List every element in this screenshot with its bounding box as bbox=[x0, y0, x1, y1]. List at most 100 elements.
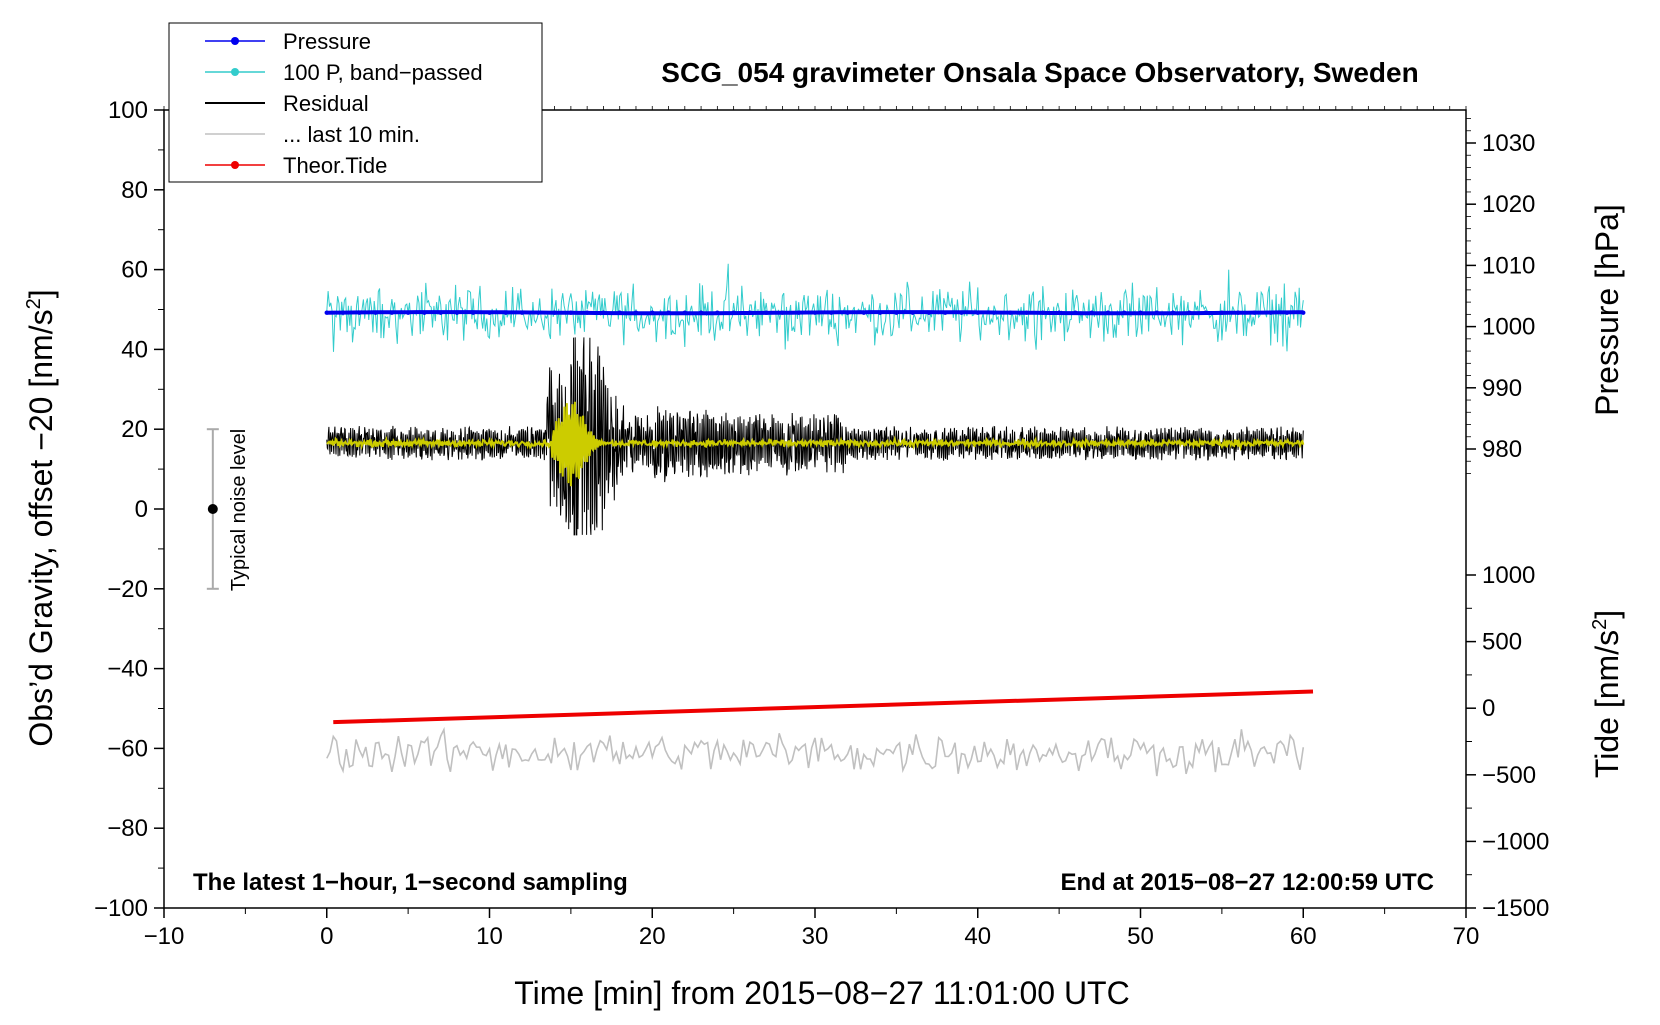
series-pressure-point bbox=[552, 310, 557, 315]
series-pressure-point bbox=[666, 310, 671, 315]
pressure-tick-label: 980 bbox=[1482, 436, 1522, 463]
x-tick-label: −10 bbox=[144, 923, 185, 950]
series-pressure-point bbox=[747, 310, 753, 315]
x-tick-label: 60 bbox=[1290, 923, 1317, 950]
series-pressure-point bbox=[519, 310, 525, 315]
series-pressure-point bbox=[1301, 310, 1306, 315]
series-pressure-point bbox=[959, 310, 964, 315]
series-pressure-point bbox=[1138, 310, 1143, 315]
series-pressure-point bbox=[1024, 310, 1029, 315]
note-end-time: End at 2015−08−27 12:00:59 UTC bbox=[1060, 869, 1434, 896]
noise-marker: Typical noise level bbox=[206, 428, 250, 591]
series-pressure-point bbox=[731, 310, 736, 315]
series-pressure-point bbox=[943, 310, 948, 315]
series-pressure-point bbox=[715, 310, 720, 315]
pressure-tick-label: 1010 bbox=[1482, 252, 1535, 279]
series-pressure-point bbox=[829, 310, 834, 315]
series-pressure-point bbox=[1056, 310, 1062, 315]
series-pressure-point bbox=[536, 310, 541, 315]
series-pressure-point bbox=[617, 310, 622, 315]
y-left-tick-label: −100 bbox=[94, 895, 148, 922]
tide-tick-label: 0 bbox=[1482, 695, 1495, 722]
series-pressure-point bbox=[682, 310, 687, 315]
series-pressure-point bbox=[373, 310, 378, 315]
pressure-tick-label: 1000 bbox=[1482, 314, 1535, 341]
series-pressure-point bbox=[324, 310, 329, 315]
series-pressure-point bbox=[845, 310, 850, 315]
series-pressure-point bbox=[698, 310, 704, 315]
pressure-tick-label: 1030 bbox=[1482, 130, 1535, 157]
series-pressure-point bbox=[1284, 310, 1290, 315]
x-tick-label: 0 bbox=[320, 923, 333, 950]
legend-label: Pressure bbox=[283, 29, 371, 54]
series-pressure-point bbox=[1252, 310, 1257, 315]
series-residual-line bbox=[326, 337, 1304, 536]
series-pressure-point bbox=[763, 310, 769, 315]
series-pressure-point bbox=[1040, 310, 1046, 315]
y-left-tick-label: −60 bbox=[107, 735, 148, 762]
y-left-tick-label: −20 bbox=[107, 576, 148, 603]
series-pressure-point bbox=[454, 310, 460, 315]
series-pressure-point bbox=[405, 310, 411, 315]
x-tick-label: 10 bbox=[476, 923, 503, 950]
y-left-tick-label: 80 bbox=[121, 177, 148, 204]
x-tick-label: 70 bbox=[1453, 923, 1480, 950]
noise-point bbox=[207, 504, 218, 514]
series-pressure-point bbox=[1203, 310, 1208, 315]
series-pressure-point bbox=[780, 310, 785, 315]
y-left-tick-label: 20 bbox=[121, 416, 148, 443]
series-pressure-point bbox=[1122, 310, 1127, 315]
y-left-tick-label: −80 bbox=[107, 815, 148, 842]
y-axis-title-left-sup: 2 bbox=[23, 298, 45, 309]
y-left-tick-label: 100 bbox=[108, 97, 148, 124]
y-axis-title-pressure: Pressure [hPa] bbox=[1589, 204, 1625, 416]
tide-tick-label: 1000 bbox=[1482, 562, 1535, 589]
series-pressure-point bbox=[1187, 310, 1192, 315]
series-pressure-point bbox=[650, 310, 655, 315]
series-tide-line bbox=[333, 689, 1314, 725]
y-left-tick-label: 60 bbox=[121, 257, 148, 284]
series-pressure-point bbox=[975, 310, 980, 315]
x-tick-label: 50 bbox=[1127, 923, 1154, 950]
tide-tick-label: 500 bbox=[1482, 629, 1522, 656]
y-axis-title-tide: Tide [nm/s2] bbox=[1589, 610, 1625, 778]
legend-label: Residual bbox=[283, 91, 369, 116]
tide-tick-label: −500 bbox=[1482, 762, 1536, 789]
legend: Pressure 100 P, band−passed Residual ... la… bbox=[168, 22, 543, 183]
series-pressure-point bbox=[910, 310, 915, 315]
series-pressure-point bbox=[861, 310, 867, 315]
series-pressure-point bbox=[601, 310, 606, 315]
series-pressure-point bbox=[438, 310, 443, 315]
x-tick-label: 40 bbox=[964, 923, 991, 950]
legend-label: Theor.Tide bbox=[283, 153, 387, 178]
series-pressure-point bbox=[503, 310, 508, 315]
pressure-tick-label: 1020 bbox=[1482, 191, 1535, 218]
y-axis-title-tide-main: Tide [nm/s bbox=[1589, 630, 1625, 778]
series-pressure-point bbox=[1219, 310, 1225, 315]
series-pressure-point bbox=[568, 310, 574, 315]
series-pressure-point bbox=[1073, 310, 1078, 315]
series-pressure-point bbox=[1008, 310, 1013, 315]
series-pressure-point bbox=[584, 310, 590, 315]
legend-marker bbox=[231, 161, 239, 169]
y-axis-title-tide-end: ] bbox=[1589, 610, 1625, 619]
series-pressure-point bbox=[487, 310, 492, 315]
series-last10min-line bbox=[326, 726, 1305, 777]
series-pressure-point bbox=[340, 310, 346, 315]
axes-layer: −10 0 10 20 30 40 50 60 70−100−80−60−40−20020406… bbox=[94, 97, 1549, 950]
legend-label: 100 P, band−passed bbox=[283, 60, 483, 85]
series-pressure-point bbox=[422, 310, 427, 315]
series-layer bbox=[324, 263, 1314, 777]
series-pressure-point bbox=[894, 310, 899, 315]
series-pressure-point bbox=[812, 310, 818, 315]
legend-label: ... last 10 min. bbox=[283, 122, 420, 147]
y-axis-title-tide-sup: 2 bbox=[1589, 619, 1611, 630]
series-pressure-point bbox=[1105, 310, 1111, 315]
series-pressure-point bbox=[877, 310, 883, 315]
y-axis-title-left: Obs’d Gravity, offset −20 [nm/s2] bbox=[23, 289, 59, 746]
series-pressure-point bbox=[1268, 310, 1273, 315]
series-pressure-point bbox=[357, 310, 362, 315]
series-pressure-point bbox=[389, 310, 395, 315]
noise-label: Typical noise level bbox=[228, 429, 250, 591]
